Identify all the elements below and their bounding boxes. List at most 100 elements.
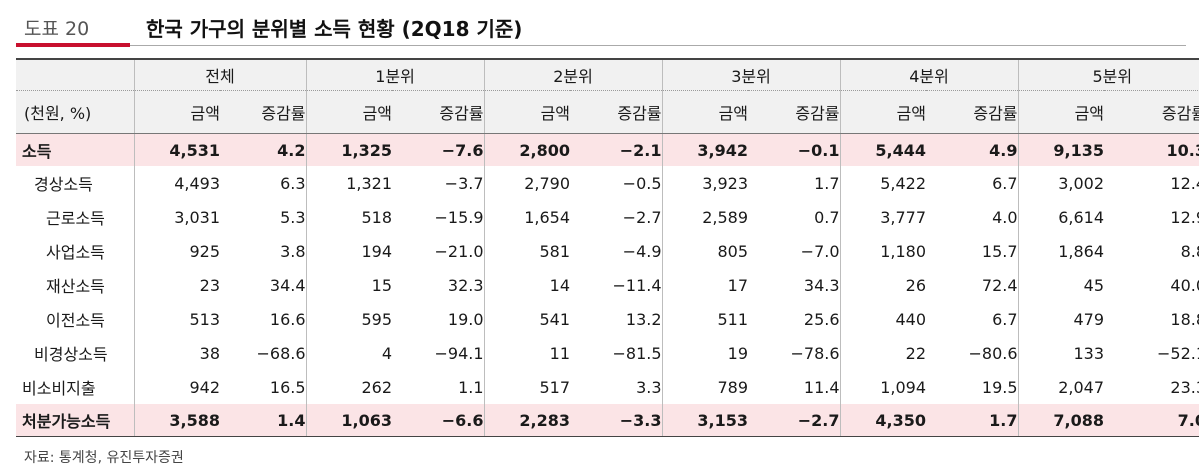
amount-cell: 4: [305, 336, 393, 370]
amount-cell: 11: [483, 336, 571, 370]
rate-cell: 12.4: [1170, 173, 1199, 193]
group-header-q1: 1분위: [305, 58, 485, 91]
rate-cell: 4.9: [926, 133, 1019, 166]
rate-cell: 16.6: [269, 309, 306, 329]
row-label: 비소비지출: [22, 379, 96, 398]
rate-cell: 5.3: [280, 207, 306, 227]
table-row: 재산소득 23 34.4 15 32.3 14 −11.4 17 34.3 26 72.4 45 40.…: [16, 268, 1199, 302]
rate-cell: 4.2: [220, 133, 307, 166]
rate-cell: 19.0: [447, 309, 484, 329]
amount-cell: 595: [305, 302, 393, 336]
rate-cell: 40.0: [1170, 275, 1199, 295]
income-quintile-table: 전체 1분위 2분위 3분위 4분위 5분위 (천원, %) 금액 증감률 금액…: [16, 58, 1199, 437]
rate-cell: 1.7: [926, 404, 1019, 437]
rate-cell: 1.1: [458, 377, 484, 397]
rate-cell: −15.9: [434, 207, 484, 227]
amount-cell: 17: [661, 268, 749, 302]
sub-header-rate: 증감률: [220, 90, 307, 134]
amount-cell: 45: [1017, 268, 1105, 302]
amount-cell: 2,589: [661, 200, 749, 234]
amount-cell: 3,002: [1017, 166, 1105, 200]
group-header-row: 전체 1분위 2분위 3분위 4분위 5분위: [16, 58, 1199, 91]
rate-cell: −7.0: [800, 241, 840, 261]
rate-cell: 25.6: [803, 309, 840, 329]
rate-cell: 6.3: [280, 173, 306, 193]
row-label: 경상소득: [34, 175, 93, 194]
rate-cell: 18.8: [1170, 309, 1199, 329]
rate-cell: −52.1: [1156, 343, 1199, 363]
sub-header-rate: 증감률: [392, 90, 485, 134]
rate-cell: −81.5: [612, 343, 662, 363]
amount-cell: 1,325: [305, 133, 393, 166]
table-row: 사업소득 925 3.8 194 −21.0 581 −4.9 805 −7.0 1,180 15.…: [16, 234, 1199, 268]
sub-header-amount: 금액: [839, 90, 927, 134]
rate-cell: −3.3: [570, 404, 663, 437]
rate-cell: 13.2: [625, 309, 662, 329]
amount-cell: 479: [1017, 302, 1105, 336]
rate-cell: 16.5: [269, 377, 306, 397]
group-header-q4: 4분위: [839, 58, 1019, 91]
amount-cell: 440: [839, 302, 927, 336]
rate-cell: −6.6: [392, 404, 485, 437]
rate-cell: −7.6: [392, 133, 485, 166]
rate-cell: −2.7: [622, 207, 662, 227]
rate-cell: 12.9: [1170, 207, 1199, 227]
amount-cell: 1,180: [839, 234, 927, 268]
amount-cell: 1,864: [1017, 234, 1105, 268]
row-label: 이전소득: [46, 311, 105, 330]
amount-cell: 3,153: [661, 404, 749, 437]
amount-cell: 19: [661, 336, 749, 370]
group-header-q5: 5분위: [1017, 58, 1199, 91]
row-label: 근로소득: [46, 209, 105, 228]
amount-cell: 14: [483, 268, 571, 302]
amount-cell: 518: [305, 200, 393, 234]
amount-cell: 23: [133, 268, 220, 302]
table-row: 경상소득 4,493 6.3 1,321 −3.7 2,790 −0.5 3,923 1.7 5,…: [16, 166, 1199, 200]
rate-cell: 3.3: [636, 377, 662, 397]
amount-cell: 3,777: [839, 200, 927, 234]
amount-cell: 511: [661, 302, 749, 336]
sub-header-amount: 금액: [133, 90, 220, 134]
rate-cell: −21.0: [434, 241, 484, 261]
table-row: 이전소득 513 16.6 595 19.0 541 13.2 511 25.6 440 6.7 47…: [16, 302, 1199, 336]
rate-cell: −80.6: [968, 343, 1018, 363]
figure-title: 한국 가구의 분위별 소득 현황 (2Q18 기준): [146, 17, 523, 41]
amount-cell: 2,047: [1017, 370, 1105, 404]
sub-header-rate: 증감률: [748, 90, 841, 134]
rate-cell: 19.5: [981, 377, 1018, 397]
figure-label: 도표 20: [24, 18, 90, 40]
amount-cell: 581: [483, 234, 571, 268]
table-body: 소득 4,531 4.2 1,325 −7.6 2,800 −2.1 3,942 −0.1 5,4…: [16, 133, 1199, 437]
rate-cell: −68.6: [256, 343, 306, 363]
rate-cell: 3.8: [280, 241, 306, 261]
rate-cell: 1.7: [814, 173, 840, 193]
table-row: 비경상소득 38 −68.6 4 −94.1 11 −81.5 19 −78.6 22 −80.6 1…: [16, 336, 1199, 370]
sub-header-row: (천원, %) 금액 증감률 금액 증감률 금액 증감률 금액 증감률 금액 증…: [16, 90, 1199, 134]
rate-cell: −11.4: [612, 275, 662, 295]
amount-cell: 4,350: [839, 404, 927, 437]
rate-cell: 15.7: [981, 241, 1018, 261]
rate-cell: −2.1: [570, 133, 663, 166]
title-underline: [130, 45, 1186, 46]
rate-cell: 7.0: [1104, 404, 1199, 437]
header-corner: [16, 58, 134, 91]
amount-cell: 2,283: [483, 404, 571, 437]
title-accent-rule: [16, 43, 130, 47]
sub-header-amount: 금액: [305, 90, 393, 134]
amount-cell: 2,790: [483, 166, 571, 200]
row-label: 사업소득: [46, 243, 105, 262]
amount-cell: 5,444: [839, 133, 927, 166]
rate-cell: 72.4: [981, 275, 1018, 295]
amount-cell: 925: [133, 234, 220, 268]
amount-cell: 26: [839, 268, 927, 302]
amount-cell: 2,800: [483, 133, 571, 166]
rate-cell: −4.9: [622, 241, 662, 261]
sub-header-amount: 금액: [1017, 90, 1105, 134]
amount-cell: 6,614: [1017, 200, 1105, 234]
rate-cell: −2.7: [748, 404, 841, 437]
rate-cell: 23.3: [1170, 377, 1199, 397]
amount-cell: 541: [483, 302, 571, 336]
rate-cell: 32.3: [447, 275, 484, 295]
amount-cell: 517: [483, 370, 571, 404]
amount-cell: 38: [133, 336, 220, 370]
